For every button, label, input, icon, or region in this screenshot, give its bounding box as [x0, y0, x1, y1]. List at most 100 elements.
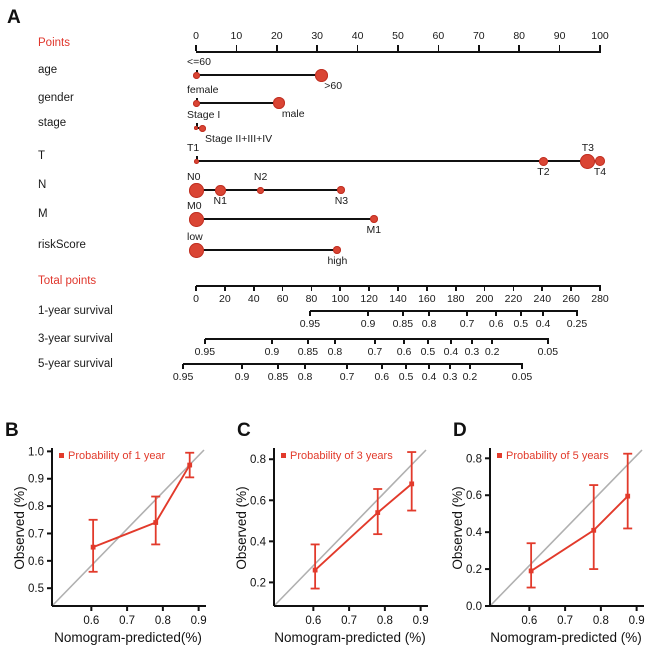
row-label-M: M	[38, 208, 48, 220]
dot-N-N0	[188, 182, 204, 198]
total-points-axis-tick	[541, 286, 544, 291]
total-points-axis-tick	[339, 286, 342, 291]
data-point-marker	[375, 510, 381, 516]
total-points-axis-tick-label: 160	[418, 293, 436, 305]
total-points-axis-tick	[310, 286, 313, 291]
survival-axis-tick	[547, 339, 549, 344]
total-points-axis-tick-label: 140	[389, 293, 407, 305]
total-points-axis-tick	[397, 286, 399, 291]
survival-axis-tick-label: 0.3	[464, 346, 480, 358]
points-axis-tick-label: 80	[513, 30, 526, 42]
x-tick-label: 0.9	[413, 615, 429, 627]
dot-N-N1	[214, 184, 226, 196]
y-axis-title: Observed (%)	[12, 486, 27, 569]
cat-label-N0: N0	[187, 171, 201, 183]
x-tick-label: 0.6	[83, 615, 99, 627]
points-axis-label: Points	[38, 37, 70, 49]
survival-axis-tick	[402, 311, 404, 316]
dot-M-M1	[369, 215, 378, 223]
survival-axis-line-2	[183, 363, 524, 365]
y-tick-label: 0.8	[28, 501, 44, 513]
y-tick-label: 0.4	[466, 527, 483, 539]
y-tick-label: 0.4	[250, 536, 267, 548]
survival-axis-tick	[367, 311, 369, 316]
total-points-axis-tick	[195, 286, 197, 291]
cat-label-Stage II+III+IV: Stage II+III+IV	[205, 133, 273, 145]
survival-axis-tick-label: 0.7	[459, 318, 475, 330]
axis-label-5-year-survival: 5-year survival	[38, 358, 113, 370]
y-axis-title: Observed (%)	[450, 486, 465, 569]
survival-axis-tick	[466, 311, 468, 316]
points-axis-tick	[397, 45, 399, 51]
survival-axis-tick-label: 0.7	[367, 346, 383, 358]
cat-label->60: >60	[324, 80, 343, 92]
survival-axis-tick	[403, 339, 405, 344]
points-axis-tick	[478, 45, 480, 51]
points-axis-tick	[316, 45, 318, 51]
x-axis-title: Nomogram-predicted(%)	[54, 630, 202, 645]
total-points-axis-tick	[512, 286, 515, 291]
cat-label-T1: T1	[187, 142, 200, 154]
x-tick-label: 0.7	[119, 615, 135, 627]
total-points-axis-tick-label: 280	[591, 293, 609, 305]
points-axis-tick-label: 90	[553, 30, 566, 42]
total-points-axis-tick-label: 260	[562, 293, 580, 305]
row-line-riskScore	[196, 249, 339, 251]
y-tick-label: 0.9	[28, 474, 44, 486]
dot-stage-Stage I	[194, 126, 198, 130]
y-axis-title: Observed (%)	[234, 486, 249, 569]
survival-axis-tick	[428, 364, 430, 369]
x-tick-label: 0.9	[191, 615, 207, 627]
cat-label-N1: N1	[213, 195, 227, 207]
x-axis-title: Nomogram-predicted (%)	[274, 630, 426, 645]
points-axis-tick-label: 50	[392, 30, 404, 42]
row-label-gender: gender	[38, 92, 74, 104]
total-points-axis-line	[196, 285, 601, 287]
survival-axis-tick-label: 0.2	[462, 371, 478, 383]
total-points-axis-tick-label: 40	[247, 293, 260, 305]
y-tick-label: 0.5	[28, 583, 44, 595]
ideal-diagonal-line	[273, 449, 427, 607]
data-point-marker	[187, 462, 193, 468]
cat-label-female: female	[187, 84, 219, 96]
survival-axis-tick-label: 0.5	[420, 346, 436, 358]
dot-riskScore-high	[333, 246, 342, 254]
survival-axis-tick	[204, 339, 206, 344]
y-tick-label: 0.2	[466, 564, 482, 576]
y-tick-label: 0.8	[466, 453, 482, 465]
survival-axis-tick-label: 0.4	[535, 318, 551, 330]
survival-axis-tick	[277, 364, 279, 369]
cat-label-high: high	[327, 255, 348, 267]
survival-axis-tick	[495, 311, 497, 316]
survival-axis-tick-label: 0.9	[264, 346, 280, 358]
survival-axis-line-0	[309, 310, 578, 312]
ideal-diagonal-line	[51, 449, 205, 607]
data-point-marker	[90, 544, 96, 550]
total-points-axis-tick-label: 60	[276, 293, 289, 305]
data-point-marker	[409, 481, 415, 487]
total-points-axis-tick	[281, 286, 284, 291]
x-axis-title: Nomogram-predicted (%)	[490, 630, 642, 645]
legend-marker	[59, 453, 64, 458]
x-tick-label: 0.6	[521, 615, 537, 627]
points-axis-tick	[276, 45, 278, 51]
total-points-axis-tick-label: 220	[504, 293, 523, 305]
dot-T-T1	[193, 158, 199, 164]
dot-gender-male	[272, 97, 285, 109]
points-axis-tick-label: 100	[591, 30, 609, 42]
axis-label-3-year-survival: 3-year survival	[38, 333, 113, 345]
survival-axis-tick-label: 0.05	[537, 346, 559, 358]
total-points-axis-tick-label: 80	[305, 293, 318, 305]
dot-N-N3	[337, 186, 346, 194]
survival-axis-tick	[405, 364, 407, 369]
dot-age-<=60	[192, 71, 200, 79]
dot-T-T4	[595, 156, 605, 166]
survival-axis-tick-label: 0.7	[339, 371, 355, 383]
legend-marker	[497, 453, 502, 458]
cat-label-T3: T3	[581, 142, 594, 154]
points-axis-tick	[235, 45, 238, 51]
survival-axis-tick	[450, 339, 452, 344]
total-points-axis-tick-label: 0	[193, 293, 199, 305]
cat-label-<=60: <=60	[187, 56, 211, 68]
total-points-axis-tick	[426, 286, 428, 291]
